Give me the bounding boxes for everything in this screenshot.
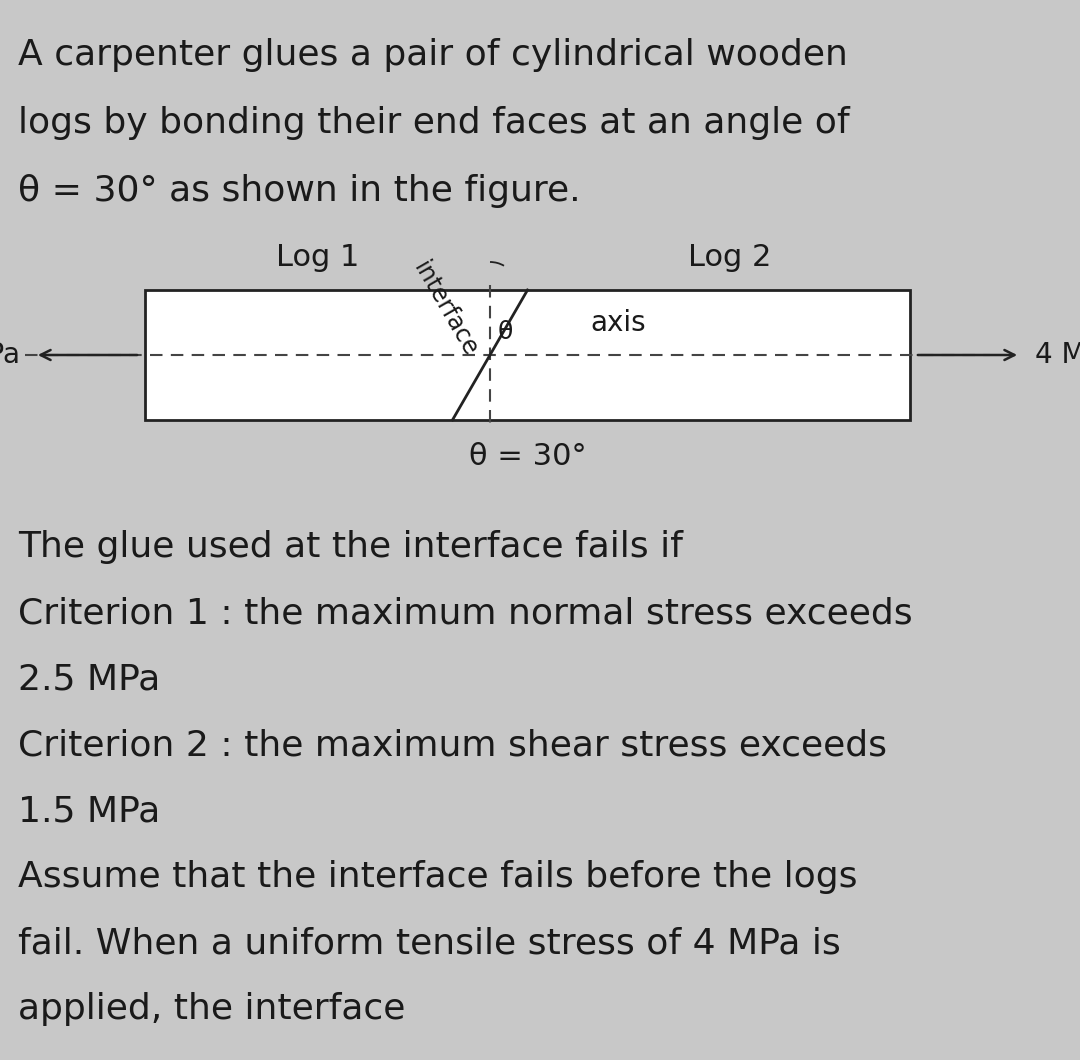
Text: 2.5 MPa: 2.5 MPa xyxy=(18,662,160,696)
Text: 4 MPa: 4 MPa xyxy=(0,341,21,369)
Text: Criterion 1 : the maximum normal stress exceeds: Criterion 1 : the maximum normal stress … xyxy=(18,596,913,630)
Text: 4 MPa: 4 MPa xyxy=(1035,341,1080,369)
Text: Log 1: Log 1 xyxy=(275,243,360,272)
Text: The glue used at the interface fails if: The glue used at the interface fails if xyxy=(18,530,683,564)
Text: applied, the interface: applied, the interface xyxy=(18,992,405,1026)
Text: θ: θ xyxy=(498,320,513,344)
Text: θ = 30°: θ = 30° xyxy=(469,442,586,471)
Text: interface: interface xyxy=(409,258,483,361)
Text: axis: axis xyxy=(590,310,646,337)
Text: fail. When a uniform tensile stress of 4 MPa is: fail. When a uniform tensile stress of 4… xyxy=(18,926,840,960)
Text: A carpenter glues a pair of cylindrical wooden: A carpenter glues a pair of cylindrical … xyxy=(18,38,848,72)
Bar xyxy=(145,290,910,420)
Text: 1.5 MPa: 1.5 MPa xyxy=(18,794,160,828)
Text: Criterion 2 : the maximum shear stress exceeds: Criterion 2 : the maximum shear stress e… xyxy=(18,728,887,762)
Text: θ = 30° as shown in the figure.: θ = 30° as shown in the figure. xyxy=(18,174,581,208)
Text: Log 2: Log 2 xyxy=(688,243,772,272)
Text: Assume that the interface fails before the logs: Assume that the interface fails before t… xyxy=(18,860,858,894)
Text: logs by bonding their end faces at an angle of: logs by bonding their end faces at an an… xyxy=(18,106,850,140)
